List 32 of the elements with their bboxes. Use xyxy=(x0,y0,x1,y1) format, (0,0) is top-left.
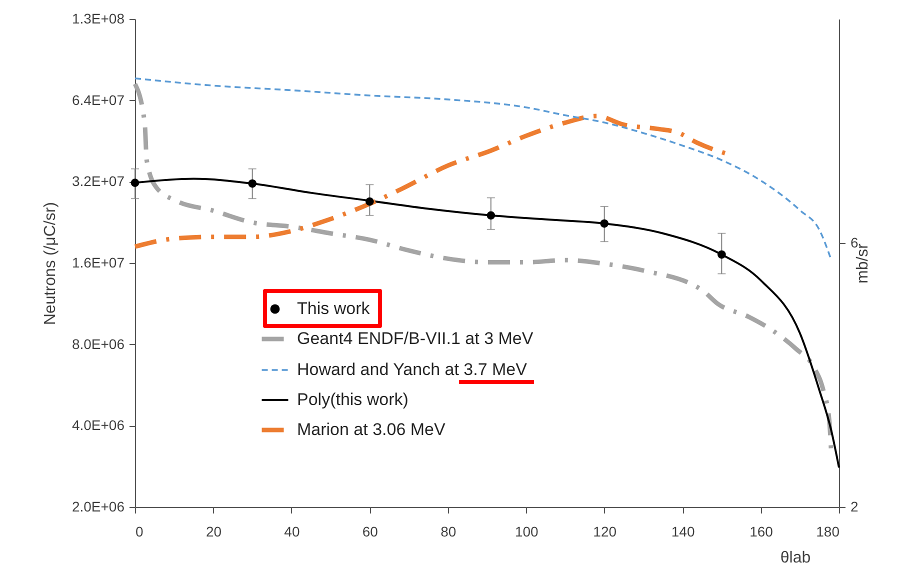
x-tick-label: 20 xyxy=(206,524,222,540)
y-tick-label: 1.6E+07 xyxy=(72,254,125,270)
y-tick-label: 4.0E+06 xyxy=(72,417,125,434)
y2-tick-label: 6 xyxy=(850,234,858,251)
point xyxy=(248,179,257,188)
x-tick-label: 140 xyxy=(671,524,695,540)
point xyxy=(717,250,726,259)
x-tick-label: 80 xyxy=(440,524,456,540)
x-tick-label: 180 xyxy=(816,524,840,540)
legend-label: Geant4 ENDF/B-VII.1 at 3 MeV xyxy=(297,329,534,348)
x-tick-label: 60 xyxy=(362,524,378,540)
x-tick-label: 0 xyxy=(136,524,144,540)
y-tick-label: 6.4E+07 xyxy=(72,92,125,108)
x-tick-label: 100 xyxy=(514,524,539,540)
x-tick-label: 120 xyxy=(593,524,617,540)
point xyxy=(486,211,496,220)
legend-label: Poly(this work) xyxy=(297,390,408,409)
y-axis-title: Neutrons (/μC/sr) xyxy=(42,202,59,326)
y2-tick-label: 2 xyxy=(850,498,858,514)
point xyxy=(365,197,374,206)
y-tick-label: 3.2E+07 xyxy=(72,173,125,190)
y-tick-label: 2.0E+06 xyxy=(72,498,125,514)
legend-label: Marion at 3.06 MeV xyxy=(297,420,446,439)
x-axis-title: θlab xyxy=(780,550,811,566)
y-tick-label: 1.3E+08 xyxy=(72,10,125,26)
y-tick-label: 8.0E+06 xyxy=(72,336,125,352)
legend-label: This work xyxy=(297,299,370,318)
x-tick-label: 160 xyxy=(750,524,774,540)
x-tick-label: 40 xyxy=(284,524,300,540)
point xyxy=(130,178,140,187)
point xyxy=(600,219,609,228)
legend-label: Howard and Yanch at 3.7 MeV xyxy=(297,360,528,379)
